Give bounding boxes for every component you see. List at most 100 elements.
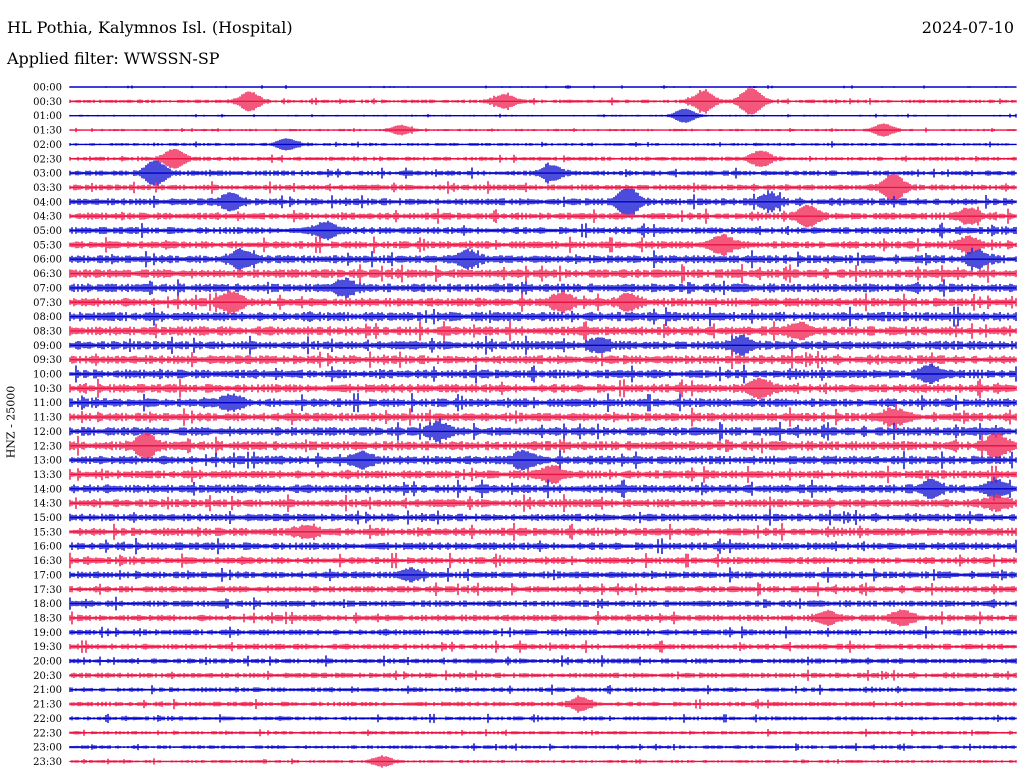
trace-time-label: 18:00 xyxy=(33,599,62,610)
seismic-traces xyxy=(69,85,1017,768)
trace-time-label: 13:00 xyxy=(33,456,62,467)
seismic-trace-1400 xyxy=(69,476,1017,501)
seismic-trace-1730 xyxy=(69,582,1017,597)
seismic-trace-0030 xyxy=(69,88,1017,115)
seismic-trace-0630 xyxy=(69,264,1017,283)
seismic-trace-1800 xyxy=(69,596,1017,611)
trace-time-label: 09:30 xyxy=(33,355,62,366)
seismic-trace-2330 xyxy=(69,755,1017,768)
trace-time-label: 00:00 xyxy=(33,83,62,94)
seismic-trace-1200 xyxy=(69,418,1017,445)
seismic-trace-2130 xyxy=(69,695,1017,713)
trace-time-label: 15:30 xyxy=(33,527,62,538)
trace-time-label: 23:00 xyxy=(33,743,62,754)
trace-time-label: 10:30 xyxy=(33,384,62,395)
trace-time-label: 07:00 xyxy=(33,283,62,294)
trace-time-label: 22:00 xyxy=(33,714,62,725)
seismic-trace-0100 xyxy=(69,108,1017,123)
trace-time-label: 13:30 xyxy=(33,470,62,481)
seismic-trace-1130 xyxy=(69,404,1017,430)
trace-time-label: 14:00 xyxy=(33,484,62,495)
seismic-trace-2000 xyxy=(69,655,1017,667)
trace-time-label: 06:00 xyxy=(33,255,62,266)
seismic-trace-0830 xyxy=(69,321,1017,341)
trace-time-label: 11:00 xyxy=(33,398,62,409)
trace-time-label: 07:30 xyxy=(33,298,62,309)
trace-time-label: 12:30 xyxy=(33,441,62,452)
trace-time-label: 09:00 xyxy=(33,341,62,352)
trace-time-label: 21:30 xyxy=(33,700,62,711)
trace-time-label: 02:30 xyxy=(33,154,62,165)
trace-time-label: 04:30 xyxy=(33,212,62,223)
trace-time-label: 16:30 xyxy=(33,556,62,567)
seismic-trace-0130 xyxy=(69,123,1017,137)
seismic-trace-0430 xyxy=(69,204,1017,228)
seismic-trace-1300 xyxy=(69,449,1017,471)
seismic-trace-0300 xyxy=(69,160,1017,186)
seismic-trace-1700 xyxy=(69,567,1017,583)
seismic-trace-1000 xyxy=(69,364,1017,384)
seismic-trace-1630 xyxy=(69,552,1017,569)
seismic-trace-1500 xyxy=(69,509,1017,526)
trace-time-label: 01:00 xyxy=(33,111,62,122)
trace-time-label: 02:00 xyxy=(33,140,62,151)
seismic-trace-1600 xyxy=(69,538,1017,555)
trace-time-label: 08:00 xyxy=(33,312,62,323)
time-labels: 00:00 00:30 01:00 01:30 02:00 02:30 03:00 03:30… xyxy=(33,83,62,768)
trace-time-label: 17:00 xyxy=(33,570,62,581)
trace-time-label: 20:30 xyxy=(33,671,62,682)
trace-time-label: 03:30 xyxy=(33,183,62,194)
trace-time-label: 17:30 xyxy=(33,585,62,596)
seismic-trace-0800 xyxy=(69,306,1017,327)
trace-time-label: 19:00 xyxy=(33,628,62,639)
trace-time-label: 12:00 xyxy=(33,427,62,438)
seismic-trace-1430 xyxy=(69,494,1017,513)
seismic-trace-1230 xyxy=(69,432,1017,459)
seismic-trace-0700 xyxy=(69,277,1017,299)
seismic-trace-1900 xyxy=(69,626,1017,639)
y-axis-label: HNZ - 25000 xyxy=(4,385,18,459)
seismic-trace-0330 xyxy=(69,174,1017,201)
seismic-trace-2200 xyxy=(69,713,1017,723)
trace-time-label: 14:30 xyxy=(33,499,62,510)
trace-time-label: 05:00 xyxy=(33,226,62,237)
trace-time-label: 16:00 xyxy=(33,542,62,553)
seismic-trace-0000 xyxy=(69,85,1017,89)
trace-time-label: 05:30 xyxy=(33,240,62,251)
seismic-trace-0230 xyxy=(69,149,1017,169)
trace-time-label: 03:00 xyxy=(33,169,62,180)
seismic-trace-0930 xyxy=(69,350,1017,369)
trace-time-label: 23:30 xyxy=(33,757,62,768)
trace-time-label: 18:30 xyxy=(33,613,62,624)
trace-time-label: 04:00 xyxy=(33,197,62,208)
trace-time-label: 21:00 xyxy=(33,685,62,696)
seismic-trace-2230 xyxy=(69,728,1017,737)
seismic-trace-0530 xyxy=(69,233,1017,256)
trace-time-label: 06:30 xyxy=(33,269,62,280)
seismic-trace-2100 xyxy=(69,684,1017,695)
seismic-trace-1100 xyxy=(69,393,1017,413)
seismic-trace-2300 xyxy=(69,743,1017,751)
trace-time-label: 22:30 xyxy=(33,728,62,739)
trace-time-label: 11:30 xyxy=(33,413,62,424)
seismic-trace-1530 xyxy=(69,523,1017,541)
trace-time-label: 00:30 xyxy=(33,97,62,108)
seismic-trace-1030 xyxy=(69,377,1017,399)
seismic-trace-1830 xyxy=(69,609,1017,627)
seismic-trace-0900 xyxy=(69,334,1017,356)
trace-time-label: 01:30 xyxy=(33,126,62,137)
record-date: 2024-07-10 xyxy=(921,18,1014,37)
seismic-trace-1330 xyxy=(69,464,1017,484)
seismic-trace-0200 xyxy=(69,138,1017,151)
station-title: HL Pothia, Kalymnos Isl. (Hospital) xyxy=(7,18,293,37)
seismic-trace-0400 xyxy=(69,188,1017,215)
seismic-trace-0600 xyxy=(69,247,1017,271)
seismic-trace-0730 xyxy=(69,290,1017,315)
trace-time-label: 15:00 xyxy=(33,513,62,524)
seismic-trace-0500 xyxy=(69,220,1017,241)
trace-time-label: 19:30 xyxy=(33,642,62,653)
trace-time-label: 10:00 xyxy=(33,370,62,381)
trace-time-label: 20:00 xyxy=(33,657,62,668)
trace-time-label: 08:30 xyxy=(33,326,62,337)
